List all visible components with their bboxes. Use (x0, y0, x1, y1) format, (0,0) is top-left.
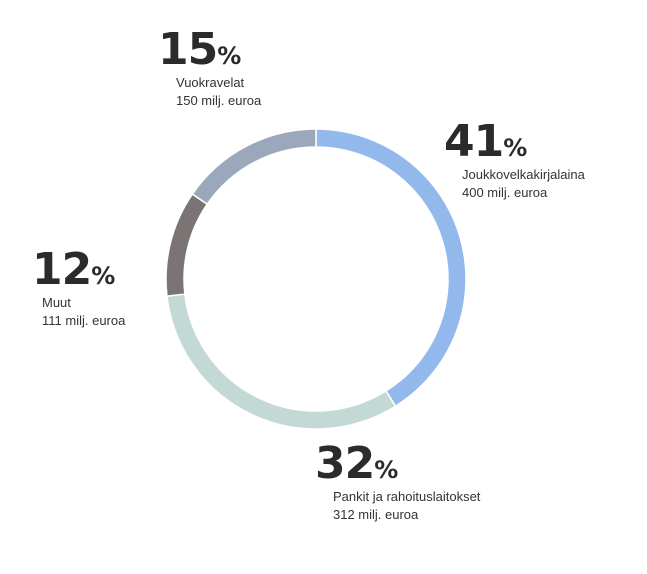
slice-label-pankit: 32% Pankit ja rahoituslaitokset 312 milj… (315, 442, 480, 524)
percent-number: 41 (444, 116, 504, 167)
slice-amount: 150 milj. euroa (176, 93, 262, 108)
slice-amount: 400 milj. euroa (462, 185, 548, 200)
percent-value: 15% (158, 28, 261, 72)
percent-sign: % (217, 42, 242, 70)
percent-value: 32% (315, 442, 480, 486)
slice-name: Joukkovelkakirjalaina (462, 167, 585, 182)
donut-slice-pankit-ja-rahoituslaitokset (166, 293, 397, 430)
donut-slice-vuokravelat (191, 128, 317, 206)
slice-amount: 111 milj. euroa (42, 313, 126, 328)
slice-label-muut: 12% Muut 111 milj. euroa (32, 248, 125, 330)
percent-sign: % (374, 456, 399, 484)
percent-number: 15 (158, 24, 218, 75)
percent-sign: % (503, 134, 528, 162)
slice-name: Muut (42, 295, 71, 310)
slice-amount: 312 milj. euroa (333, 507, 419, 522)
slice-label-joukkovelkakirjalaina: 41% Joukkovelkakirjalaina 400 milj. euro… (444, 120, 585, 202)
percent-sign: % (91, 262, 116, 290)
slice-name: Pankit ja rahoituslaitokset (333, 489, 481, 504)
percent-number: 12 (32, 244, 92, 295)
donut-slice-muut (165, 192, 209, 297)
percent-value: 41% (444, 120, 585, 164)
slice-name: Vuokravelat (176, 75, 245, 90)
percent-number: 32 (315, 438, 375, 489)
slice-label-vuokravelat: 15% Vuokravelat 150 milj. euroa (158, 28, 261, 110)
percent-value: 12% (32, 248, 125, 292)
